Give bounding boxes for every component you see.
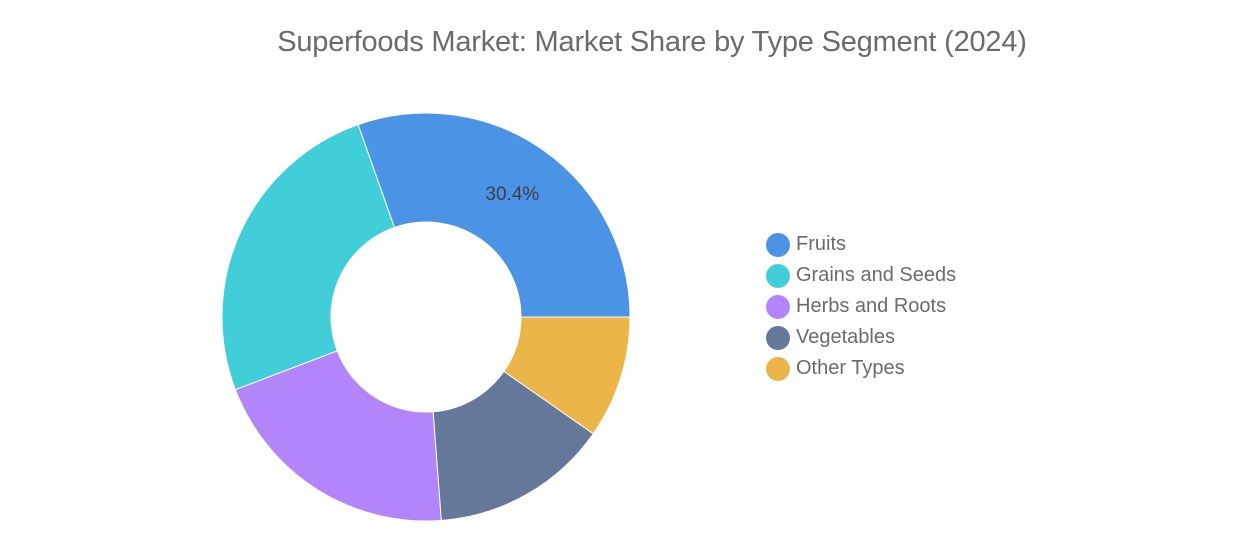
data-label-fruits: 30.4% [485, 184, 539, 205]
legend-label: Vegetables [796, 326, 895, 348]
donut-slices [221, 112, 631, 522]
legend-swatch [766, 325, 790, 350]
legend-label: Fruits [796, 233, 846, 255]
legend-item-other-types[interactable]: Other Types [766, 353, 956, 384]
legend-label: Grains and Seeds [796, 264, 957, 286]
legend-swatch [766, 294, 790, 319]
legend-item-fruits[interactable]: Fruits [766, 229, 956, 260]
donut-slice-fruits[interactable] [357, 112, 631, 318]
donut-slice-herbs-and-roots[interactable] [234, 350, 442, 522]
legend-item-herbs-and-roots[interactable]: Herbs and Roots [766, 291, 956, 322]
donut-slice-vegetables[interactable] [432, 370, 594, 521]
legend-label: Other Types [796, 357, 905, 379]
chart-title: Superfoods Market: Market Share by Type … [277, 26, 1027, 58]
donut-slice-other-types[interactable] [503, 316, 631, 435]
legend-swatch [766, 232, 790, 257]
legend-label: Herbs and Roots [796, 295, 947, 317]
legend-item-vegetables[interactable]: Vegetables [766, 322, 956, 353]
legend-swatch [766, 356, 790, 381]
donut-slice-grains-and-seeds[interactable] [221, 123, 396, 391]
chart-legend: Fruits Grains and Seeds Herbs and Roots Veg… [766, 229, 956, 384]
legend-item-grains-and-seeds[interactable]: Grains and Seeds [766, 260, 956, 291]
legend-swatch [766, 263, 790, 288]
donut-data-labels: 30.4% [485, 184, 539, 205]
